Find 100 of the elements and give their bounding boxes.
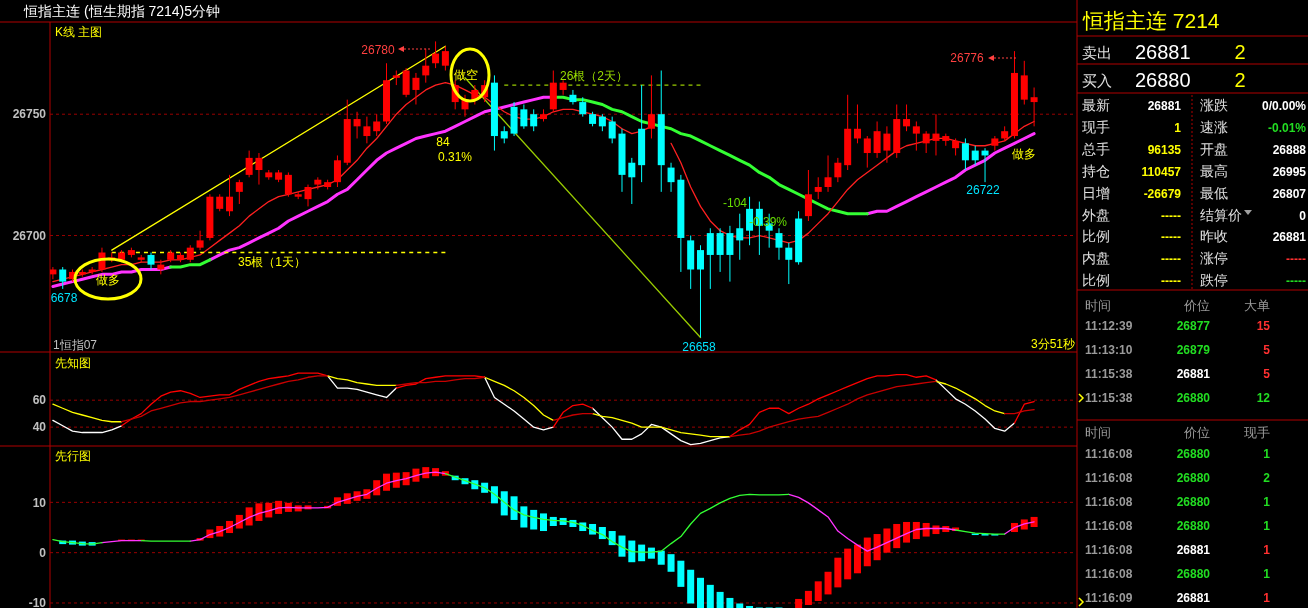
- annotation: 35根（1天）: [237, 255, 307, 269]
- annotation: 26776: [950, 51, 985, 65]
- text: -----: [1161, 274, 1181, 289]
- annotation: 26根（2天）: [559, 69, 629, 83]
- text: 买入: [1082, 72, 1112, 89]
- text: 96135: [1147, 142, 1182, 157]
- text: 最新: [1082, 97, 1110, 113]
- text: 26879: [1176, 343, 1211, 357]
- text: 跌停: [1200, 272, 1228, 289]
- text: 恒指主连 7214: [1082, 9, 1220, 32]
- annotation: -104: [722, 196, 748, 210]
- text: 日增: [1082, 184, 1110, 201]
- annotation: 26658: [682, 340, 717, 354]
- text: 26881: [1147, 99, 1182, 113]
- y-tick-label: 60: [32, 393, 47, 408]
- annotation: 3分51秒: [1030, 337, 1076, 351]
- text: -----: [1161, 252, 1181, 267]
- text: 最低: [1200, 184, 1228, 201]
- text: 11:16:09: [1085, 591, 1133, 605]
- text: 价位: [1183, 298, 1210, 313]
- chart-title: 先知图: [55, 356, 91, 370]
- text: 结算价: [1200, 206, 1242, 223]
- text: 1: [1263, 591, 1271, 605]
- text: 26881: [1176, 543, 1211, 557]
- text: -----: [1286, 274, 1306, 289]
- text: 26880: [1176, 567, 1211, 581]
- chart-title: 恒指主连 (恒生期指 7214)5分钟: [23, 3, 221, 19]
- text: 26877: [1176, 319, 1211, 333]
- text: 比例: [1082, 228, 1110, 245]
- text: 11:15:38: [1085, 391, 1133, 405]
- annotation: 做多: [96, 273, 120, 287]
- text: 0: [1299, 208, 1307, 223]
- y-tick-label: 40: [32, 420, 47, 435]
- text: 26880: [1135, 69, 1191, 91]
- text: 11:16:08: [1085, 519, 1133, 533]
- annotation: 做空: [454, 68, 478, 82]
- y-tick-label: -10: [28, 596, 47, 608]
- annotation: 0.31%: [437, 150, 473, 164]
- text: 26880: [1176, 391, 1211, 405]
- annotation: 6678: [50, 291, 78, 305]
- text: 26995: [1272, 164, 1307, 179]
- text: 卖出: [1082, 44, 1112, 61]
- text: 12: [1256, 391, 1271, 405]
- text: 26888: [1272, 142, 1307, 157]
- text: 26880: [1176, 519, 1211, 533]
- y-tick-label: 26750: [12, 107, 47, 122]
- text: 1: [1263, 495, 1271, 509]
- text: 26807: [1272, 186, 1307, 201]
- text: 11:15:38: [1085, 367, 1133, 381]
- text: -0.01%: [1267, 120, 1307, 135]
- annotation: 84: [436, 135, 450, 149]
- text: 2: [1263, 471, 1271, 485]
- text: 涨跌: [1200, 97, 1228, 113]
- text: 1: [1263, 519, 1271, 533]
- y-tick-label: 0: [39, 545, 47, 560]
- text: 2: [1234, 69, 1246, 91]
- text: 现手: [1082, 118, 1110, 135]
- text: 5: [1263, 367, 1271, 381]
- text: 大单: [1244, 298, 1270, 313]
- text: 1: [1174, 120, 1182, 135]
- text: -----: [1161, 208, 1181, 223]
- text: 现手: [1244, 425, 1270, 440]
- text: 11:16:08: [1085, 447, 1133, 461]
- text: 开盘: [1200, 140, 1228, 157]
- text: 内盘: [1082, 250, 1110, 267]
- text: 1: [1263, 447, 1271, 461]
- text: 价位: [1183, 425, 1210, 440]
- text: 时间: [1085, 425, 1111, 440]
- text: 比例: [1082, 272, 1110, 289]
- text: 11:13:10: [1085, 343, 1133, 357]
- y-tick-label: 26700: [12, 228, 47, 243]
- text: 15: [1256, 319, 1271, 333]
- text: 1: [1263, 567, 1271, 581]
- text: 时间: [1085, 298, 1111, 313]
- text: 110457: [1141, 164, 1182, 179]
- text: 总手: [1081, 140, 1110, 157]
- annotation: 26780: [361, 43, 396, 57]
- text: 26880: [1176, 495, 1211, 509]
- text: -----: [1161, 230, 1181, 245]
- text: 26880: [1176, 447, 1211, 461]
- text: 26881: [1176, 591, 1211, 605]
- text: 1: [1263, 543, 1271, 557]
- text: 11:12:39: [1085, 319, 1133, 333]
- text: 26881: [1272, 230, 1307, 245]
- text: 外盘: [1082, 206, 1110, 223]
- text: 昨收: [1200, 228, 1228, 245]
- text: -26679: [1143, 186, 1182, 201]
- text: 26881: [1176, 367, 1211, 381]
- chart-title: 先行图: [55, 449, 91, 463]
- annotation: 26722: [966, 183, 1001, 197]
- text: 11:16:08: [1085, 471, 1133, 485]
- text: 5: [1263, 343, 1271, 357]
- text: 最高: [1200, 162, 1228, 179]
- text: 11:16:08: [1085, 543, 1133, 557]
- text: 26881: [1135, 41, 1191, 63]
- text: 涨停: [1200, 250, 1228, 267]
- text: 11:16:08: [1085, 567, 1133, 581]
- text: 0/0.00%: [1261, 99, 1307, 113]
- text: 26880: [1176, 471, 1211, 485]
- text: 2: [1234, 41, 1246, 63]
